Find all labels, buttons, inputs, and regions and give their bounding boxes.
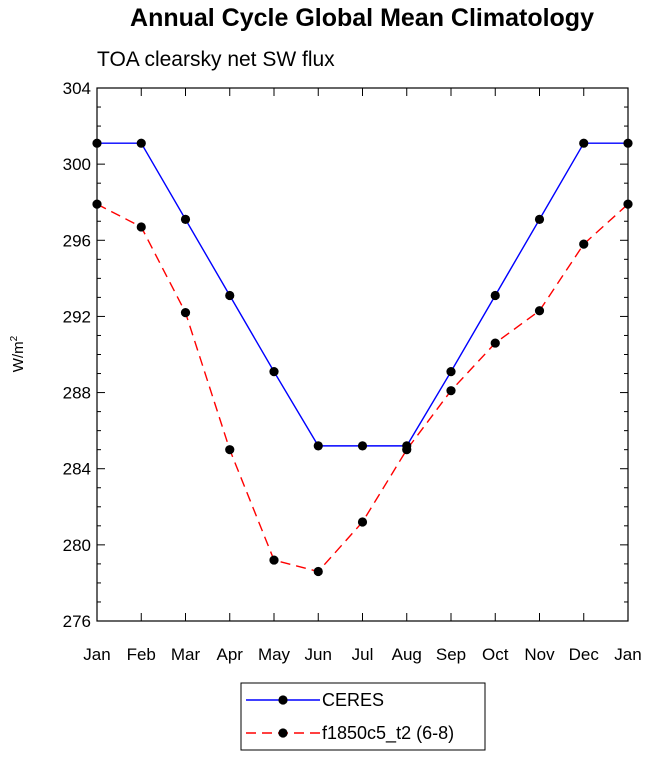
legend-label-2: f1850c5_t2 (6-8) [322, 723, 454, 744]
series-1-point [446, 367, 456, 377]
series-1-point [269, 367, 279, 377]
x-tick-label: Aug [392, 645, 422, 664]
legend-items: CERES f1850c5_t2 (6-8) [246, 690, 454, 744]
x-tick-label: Oct [482, 645, 509, 664]
legend-label-1: CERES [322, 690, 384, 710]
axis-ticks: Jan Feb Mar Apr May Jun Jul Aug Sep Oct Nov Dec Jan 2… [63, 79, 642, 664]
x-tick-label: Mar [171, 645, 201, 664]
x-tick-label: Jan [614, 645, 641, 664]
series-2-point [446, 386, 456, 396]
x-tick-label: Sep [436, 645, 466, 664]
chart-subtitle: TOA clearsky net SW flux [97, 48, 335, 71]
x-tick-label: May [258, 645, 291, 664]
y-tick-label: 292 [63, 307, 91, 326]
series-2-point [180, 308, 191, 318]
series-1-point [490, 290, 500, 301]
series-1-point [534, 214, 545, 224]
y-tick-label: 276 [63, 612, 91, 631]
series-1-point [136, 138, 146, 148]
series-2-point [313, 566, 323, 577]
y-tick-label: 296 [63, 231, 91, 250]
series-2-point [225, 445, 235, 455]
series-2-point [490, 338, 500, 348]
legend: CERES f1850c5_t2 (6-8) [240, 682, 486, 751]
y-axis-title: W/m2 [9, 335, 27, 372]
y-tick-label: 300 [63, 155, 91, 174]
series-2-point [402, 445, 412, 455]
series-2-point [357, 517, 368, 527]
legend-marker-1 [278, 695, 288, 705]
plot-frame [96, 87, 629, 622]
series-layer [92, 138, 633, 577]
x-tick-label: Apr [217, 645, 244, 664]
series-1-point [357, 441, 368, 451]
series-2-point [269, 555, 279, 565]
series-2-point [534, 306, 545, 316]
series-2-point [136, 222, 146, 232]
chart-title: Annual Cycle Global Mean Climatology [130, 4, 594, 32]
y-tick-label: 304 [63, 79, 91, 98]
series-1-point [180, 214, 191, 224]
legend-marker-2 [278, 728, 288, 738]
x-tick-label: Jan [83, 645, 110, 664]
series-1-point [225, 290, 235, 301]
series-1-point [579, 138, 589, 148]
series-1-point [313, 441, 323, 451]
series-2-point [92, 199, 102, 209]
series-2-point [623, 199, 633, 209]
series-1-point [623, 138, 633, 148]
y-tick-label: 288 [63, 384, 91, 403]
y-tick-label: 284 [63, 460, 91, 479]
x-tick-label: Feb [127, 645, 156, 664]
series-line-2 [96, 203, 629, 573]
series-line-1 [97, 142, 628, 447]
x-tick-label: Dec [569, 645, 600, 664]
y-axis-title-superscript: 2 [9, 335, 20, 341]
series-2-point [579, 239, 589, 249]
x-tick-label: Jul [352, 645, 374, 664]
x-tick-label: Nov [524, 645, 555, 664]
legend-box [240, 682, 486, 751]
y-tick-label: 280 [63, 536, 91, 555]
x-tick-label: Jun [305, 645, 332, 664]
series-1-point [92, 138, 102, 148]
